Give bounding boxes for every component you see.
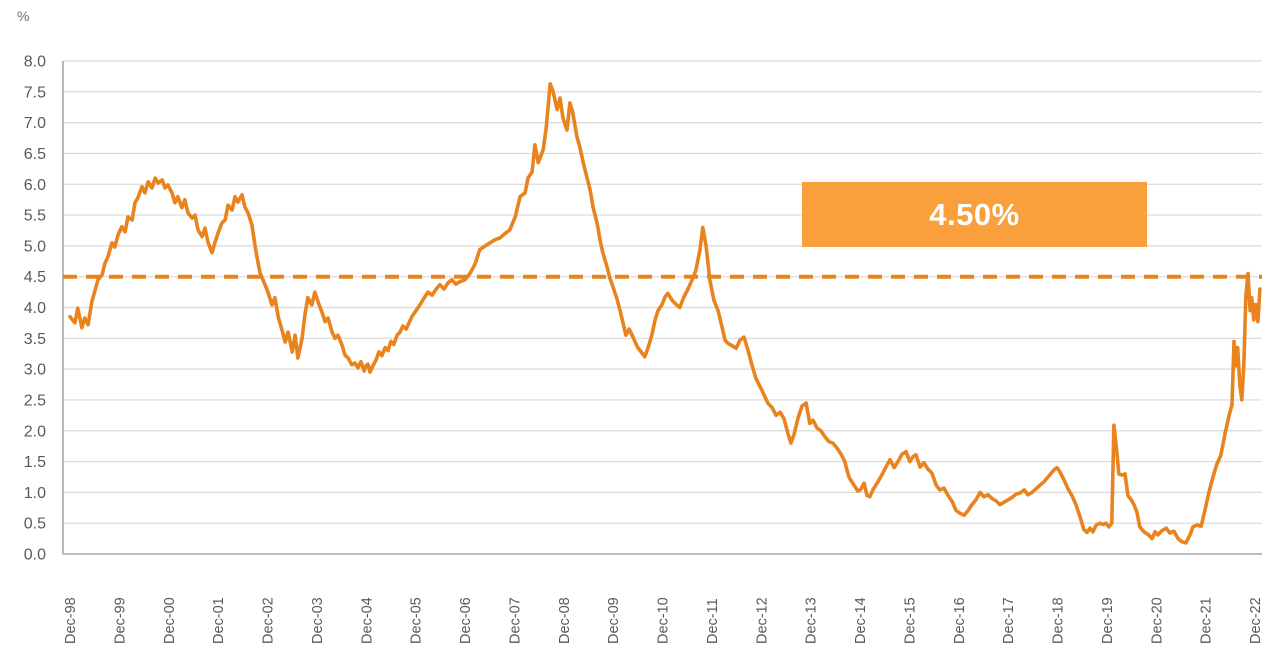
x-axis-tick-labels: Dec-98 Dec-99 Dec-00 Dec-01 Dec-02 Dec-03 Dec-… bbox=[63, 597, 1264, 644]
y-tick-label: 3.5 bbox=[24, 331, 46, 348]
y-tick-label: 1.0 bbox=[24, 485, 46, 502]
x-tick-label: Dec-13 bbox=[804, 597, 820, 644]
x-tick-label: Dec-03 bbox=[310, 597, 326, 644]
x-tick-label: Dec-98 bbox=[63, 597, 79, 644]
x-tick-label: Dec-12 bbox=[754, 597, 770, 644]
x-tick-label: Dec-18 bbox=[1051, 597, 1067, 644]
x-tick-label: Dec-01 bbox=[211, 597, 227, 644]
x-tick-label: Dec-21 bbox=[1199, 597, 1215, 644]
x-tick-label: Dec-99 bbox=[112, 597, 128, 644]
reference-value-label: 4.50% bbox=[929, 196, 1020, 232]
x-tick-label: Dec-17 bbox=[1001, 597, 1017, 644]
y-tick-label: 8.0 bbox=[24, 54, 46, 71]
x-tick-label: Dec-05 bbox=[409, 597, 425, 644]
x-tick-label: Dec-16 bbox=[952, 597, 968, 644]
y-tick-label: 2.5 bbox=[24, 392, 46, 409]
y-tick-label: 5.5 bbox=[24, 208, 46, 225]
x-tick-label: Dec-20 bbox=[1149, 597, 1165, 644]
x-tick-label: Dec-22 bbox=[1248, 597, 1264, 644]
y-tick-label: 2.0 bbox=[24, 423, 46, 440]
x-tick-label: Dec-04 bbox=[359, 597, 375, 644]
x-tick-label: Dec-07 bbox=[507, 597, 523, 644]
reference-value-badge: 4.50% bbox=[802, 182, 1147, 247]
y-tick-label: 6.5 bbox=[24, 146, 46, 163]
y-tick-label: 5.0 bbox=[24, 238, 46, 255]
x-tick-label: Dec-14 bbox=[853, 597, 869, 644]
x-tick-label: Dec-11 bbox=[705, 598, 721, 644]
y-tick-label: 7.5 bbox=[24, 84, 46, 101]
x-tick-label: Dec-08 bbox=[557, 597, 573, 644]
yield-series-line bbox=[68, 82, 1262, 545]
gridlines bbox=[63, 60, 1262, 555]
x-tick-label: Dec-00 bbox=[162, 597, 178, 644]
y-tick-label: 4.5 bbox=[24, 269, 46, 286]
x-tick-label: Dec-09 bbox=[606, 597, 622, 644]
y-tick-label: 0.0 bbox=[24, 547, 46, 564]
y-axis-unit-label: % bbox=[17, 8, 30, 24]
x-tick-label: Dec-02 bbox=[261, 597, 277, 644]
y-tick-label: 4.0 bbox=[24, 300, 46, 317]
x-tick-label: Dec-19 bbox=[1100, 597, 1116, 644]
x-tick-label: Dec-06 bbox=[458, 597, 474, 644]
y-tick-label: 3.0 bbox=[24, 362, 46, 379]
x-tick-label: Dec-10 bbox=[656, 597, 672, 644]
y-axis-tick-labels: 0.0 0.5 1.0 1.5 2.0 2.5 3.0 3.5 4.0 4.5 5.0 5.5 6.0 6… bbox=[24, 54, 46, 564]
y-tick-label: 1.5 bbox=[24, 454, 46, 471]
y-tick-label: 6.0 bbox=[24, 177, 46, 194]
y-tick-label: 0.5 bbox=[24, 516, 46, 533]
y-tick-label: 7.0 bbox=[24, 115, 46, 132]
x-tick-label: Dec-15 bbox=[902, 597, 918, 644]
